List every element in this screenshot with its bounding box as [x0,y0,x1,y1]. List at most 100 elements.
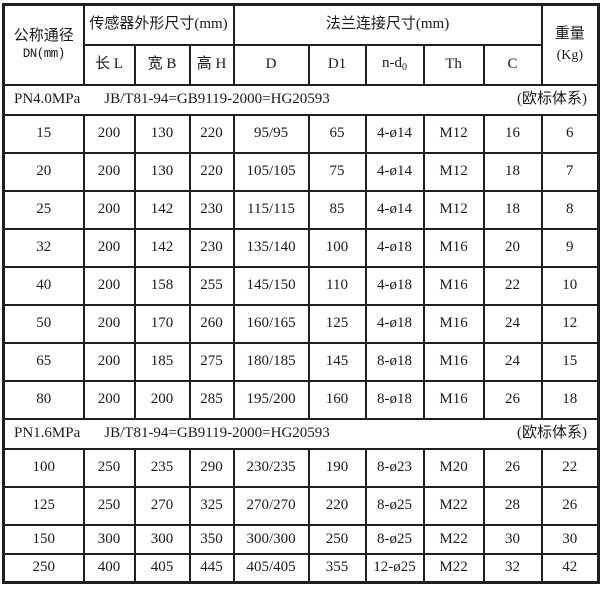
cell-n-d0: 8-ø18 [364,341,425,382]
cell-n-d0: 8-ø25 [364,523,425,555]
table-row: 40 200 158 255 145/150 110 4-ø18 M16 22 10 [2,265,600,306]
cell-width: 170 [133,303,191,344]
cell-length: 200 [82,227,136,268]
cell-d: 95/95 [232,113,310,154]
cell-height: 220 [188,113,235,154]
cell-d: 160/165 [232,303,310,344]
cell-th: M16 [422,379,485,420]
cell-height: 445 [188,552,235,584]
cell-height: 285 [188,379,235,420]
cell-dn: 100 [2,447,85,488]
cell-length: 200 [82,265,136,306]
cell-length: 200 [82,189,136,230]
cell-dn: 40 [2,265,85,306]
cell-th: M22 [422,552,485,584]
cell-length: 400 [82,552,136,584]
cell-th: M12 [422,189,485,230]
cell-width: 142 [133,227,191,268]
cell-d1: 75 [307,151,367,192]
cell-d: 180/185 [232,341,310,382]
cell-d1: 220 [307,485,367,526]
cell-length: 300 [82,523,136,555]
cell-width: 130 [133,113,191,154]
header-nominal-diameter-dn: DN(mm) [22,47,66,62]
cell-d: 115/115 [232,189,310,230]
cell-d1: 100 [307,227,367,268]
header-nominal-diameter-cn: 公称通径 [13,27,74,44]
cell-th: M22 [422,523,485,555]
dimension-spec-table: 公称通径 DN(mm) 传感器外形尺寸(mm) 法兰连接尺寸(mm) 重量 (K… [2,3,600,584]
cell-d1: 85 [307,189,367,230]
header-width: 宽 B [133,43,191,86]
cell-dn: 25 [2,189,85,230]
cell-th: M16 [422,341,485,382]
cell-d1: 160 [307,379,367,420]
cell-n-d0: 12-ø25 [364,552,425,584]
cell-weight: 26 [540,485,600,526]
cell-c: 30 [482,523,543,555]
cell-width: 300 [133,523,191,555]
cell-d1: 190 [307,447,367,488]
cell-d1: 355 [307,552,367,584]
header-weight: 重量 (Kg) [540,3,600,86]
header-sensor-dimensions-group: 传感器外形尺寸(mm) [82,3,235,46]
table-row: 32 200 142 230 135/140 100 4-ø18 M16 20 9 [2,227,600,268]
section-standard-codes: JB/T81-94=GB9119-2000=HG20593 [104,425,330,442]
cell-th: M16 [422,227,485,268]
cell-c: 16 [482,113,543,154]
header-weight-cn: 重量 [554,26,585,43]
table-row: 50 200 170 260 160/165 125 4-ø18 M16 24 12 [2,303,600,344]
table-header: 公称通径 DN(mm) 传感器外形尺寸(mm) 法兰连接尺寸(mm) 重量 (K… [2,3,600,86]
cell-weight: 22 [540,447,600,488]
cell-length: 200 [82,113,136,154]
cell-dn: 65 [2,341,85,382]
cell-weight: 42 [540,552,600,584]
cell-th: M22 [422,485,485,526]
cell-n-d0: 4-ø18 [364,265,425,306]
cell-length: 250 [82,447,136,488]
cell-weight: 18 [540,379,600,420]
table-row: 15 200 130 220 95/95 65 4-ø14 M12 16 6 [2,113,600,154]
cell-d: 270/270 [232,485,310,526]
header-flange-dimensions-group: 法兰连接尺寸(mm) [232,3,543,46]
cell-th: M16 [422,265,485,306]
table-row: 65 200 185 275 180/185 145 8-ø18 M16 24 15 [2,341,600,382]
cell-height: 290 [188,447,235,488]
cell-height: 220 [188,151,235,192]
cell-length: 200 [82,151,136,192]
cell-n-d0: 4-ø18 [364,303,425,344]
header-length: 长 L [82,43,136,86]
header-th: Th [422,43,485,86]
header-weight-unit: (Kg) [556,47,584,63]
cell-length: 200 [82,303,136,344]
cell-c: 26 [482,379,543,420]
cell-d: 300/300 [232,523,310,555]
cell-d1: 125 [307,303,367,344]
table-row: 100 250 235 290 230/235 190 8-ø23 M20 26 22 [2,447,600,488]
table-body: PN4.0MPa JB/T81-94=GB9119-2000=HG20593 (欧标… [2,83,600,584]
cell-dn: 20 [2,151,85,192]
cell-c: 22 [482,265,543,306]
cell-d: 135/140 [232,227,310,268]
cell-n-d0: 4-ø14 [364,151,425,192]
cell-length: 200 [82,379,136,420]
cell-height: 275 [188,341,235,382]
cell-th: M20 [422,447,485,488]
cell-d1: 145 [307,341,367,382]
cell-weight: 12 [540,303,600,344]
cell-d: 230/235 [232,447,310,488]
cell-height: 350 [188,523,235,555]
cell-n-d0: 4-ø18 [364,227,425,268]
cell-height: 230 [188,227,235,268]
cell-c: 26 [482,447,543,488]
cell-width: 158 [133,265,191,306]
cell-dn: 125 [2,485,85,526]
cell-c: 20 [482,227,543,268]
cell-d1: 250 [307,523,367,555]
cell-height: 230 [188,189,235,230]
cell-n-d0: 8-ø18 [364,379,425,420]
cell-weight: 6 [540,113,600,154]
cell-d1: 110 [307,265,367,306]
section-row: PN4.0MPa JB/T81-94=GB9119-2000=HG20593 (欧标… [2,83,600,116]
cell-c: 24 [482,303,543,344]
